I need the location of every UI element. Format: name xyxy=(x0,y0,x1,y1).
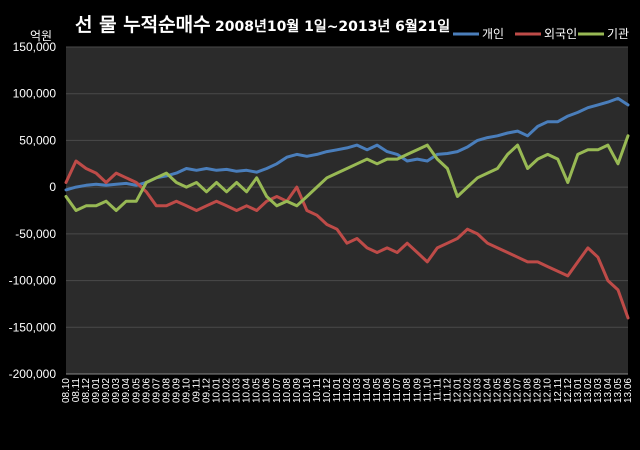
x-tick-label: 09.07 xyxy=(151,378,162,403)
x-tick-label: 09.03 xyxy=(111,378,122,403)
plot-area xyxy=(66,47,628,374)
y-tick-label: -200,000 xyxy=(9,367,57,381)
x-tick-label: 09.04 xyxy=(121,378,132,403)
y-tick-label: 150,000 xyxy=(13,40,57,54)
x-tick-label: 08.12 xyxy=(81,378,92,403)
x-tick-label: 12.06 xyxy=(503,378,514,403)
x-tick-label: 12.04 xyxy=(483,378,494,403)
x-tick-label: 10.10 xyxy=(302,378,313,403)
x-tick-label: 09.05 xyxy=(131,378,142,403)
x-tick-label: 11.11 xyxy=(432,378,443,402)
y-tick-label: 0 xyxy=(49,180,56,194)
y-tick-label: 100,000 xyxy=(13,87,57,101)
x-tick-label: 13.01 xyxy=(573,378,584,403)
y-tick-label: -100,000 xyxy=(9,274,57,288)
x-axis: 08.10 08.11 08.12 09.01 09.02 09.03 09.04 09.05… xyxy=(61,373,634,403)
x-tick-label: 11.12 xyxy=(442,378,453,403)
x-tick-label: 11.09 xyxy=(412,378,423,403)
x-tick-label: 08.10 xyxy=(61,378,72,403)
x-tick-label: 12.08 xyxy=(523,378,534,403)
y-axis-label: 억원 xyxy=(30,29,52,43)
x-tick-label: 11.06 xyxy=(382,378,393,403)
x-tick-label: 12.02 xyxy=(462,378,473,403)
series-line xyxy=(64,159,630,320)
x-tick-label: 10.12 xyxy=(322,378,333,403)
legend: 개인 외국인 기관 xyxy=(453,27,629,41)
x-tick-label: 10.05 xyxy=(252,378,263,403)
x-tick-label: 11.10 xyxy=(422,378,433,403)
x-tick-label: 12.11 xyxy=(553,378,564,403)
x-tick-label: 11.01 xyxy=(332,378,343,403)
y-tick-label: -50,000 xyxy=(15,227,56,241)
x-tick-label: 09.01 xyxy=(91,378,102,403)
x-tick-label: 11.05 xyxy=(372,378,383,403)
x-tick-label: 12.12 xyxy=(563,378,574,403)
x-tick-label: 10.01 xyxy=(212,378,223,403)
series-line xyxy=(64,134,630,212)
x-tick-label: 09.08 xyxy=(161,378,172,403)
chart-title: 선 물 누적순매수 xyxy=(75,14,211,36)
x-tick-label: 09.11 xyxy=(191,378,202,403)
x-tick-label: 10.03 xyxy=(232,378,243,403)
x-tick-label: 10.07 xyxy=(272,378,283,403)
x-tick-label: 12.10 xyxy=(543,378,554,403)
x-tick-label: 13.02 xyxy=(583,378,594,403)
x-tick-label: 11.04 xyxy=(362,378,373,403)
x-tick-label: 11.08 xyxy=(402,378,413,403)
x-tick-label: 13.05 xyxy=(613,378,624,403)
x-tick-label: 12.09 xyxy=(533,378,544,403)
chart-subtitle: 2008년10월 1일~2013년 6월21일 xyxy=(215,18,450,35)
legend-label: 개인 xyxy=(482,27,504,41)
x-tick-label: 10.06 xyxy=(262,378,273,403)
x-tick-label: 10.04 xyxy=(242,378,253,403)
x-tick-label: 13.06 xyxy=(623,378,634,403)
x-tick-label: 10.09 xyxy=(292,378,303,403)
x-tick-label: 08.11 xyxy=(71,378,82,403)
x-tick-label: 10.02 xyxy=(222,378,233,403)
x-tick-label: 09.06 xyxy=(141,378,152,403)
x-tick-label: 13.03 xyxy=(593,378,604,403)
legend-label: 기관 xyxy=(607,27,629,41)
x-tick-label: 12.03 xyxy=(472,378,483,403)
x-tick-label: 09.10 xyxy=(181,378,192,403)
x-tick-label: 12.01 xyxy=(452,378,463,403)
legend-label: 외국인 xyxy=(544,27,577,41)
x-tick-label: 10.08 xyxy=(282,378,293,403)
x-tick-label: 12.05 xyxy=(493,378,504,403)
x-tick-label: 09.02 xyxy=(101,378,112,403)
x-tick-label: 12.07 xyxy=(513,378,524,403)
x-tick-label: 09.12 xyxy=(202,378,213,403)
x-tick-label: 10.11 xyxy=(312,378,323,403)
x-tick-label: 09.09 xyxy=(171,378,182,403)
y-tick-label: 50,000 xyxy=(19,133,56,147)
x-tick-label: 13.04 xyxy=(603,378,614,403)
x-tick-label: 11.02 xyxy=(342,378,353,403)
y-axis: 150,000 100,000 50,000 0 -50,000 -100,000 -150… xyxy=(9,40,57,381)
y-tick-label: -150,000 xyxy=(9,320,57,334)
x-tick-label: 11.07 xyxy=(392,378,403,403)
series-lines xyxy=(64,96,630,320)
x-tick-label: 11.03 xyxy=(352,378,363,403)
